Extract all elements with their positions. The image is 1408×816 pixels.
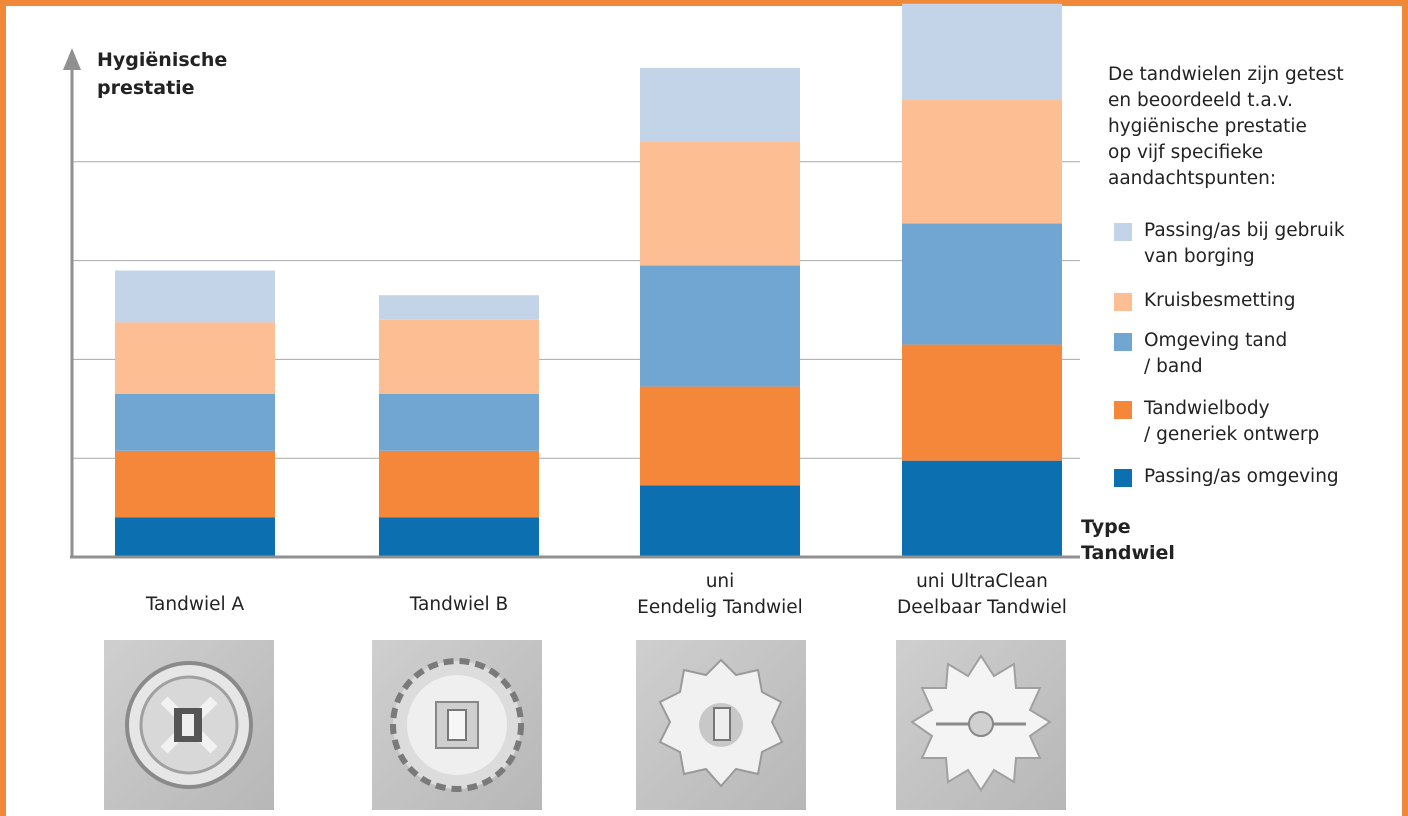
sprocket-image-a — [104, 640, 274, 810]
bar-segment-3-4 — [902, 3, 1062, 101]
bars — [115, 3, 1062, 557]
bar-segment-3-2 — [902, 223, 1062, 345]
bar-segment-2-0 — [640, 485, 800, 557]
sprocket-image-uni-ultraclean — [896, 640, 1066, 810]
bar-segment-0-4 — [115, 270, 275, 323]
legend-swatch-0 — [1114, 469, 1132, 487]
bar-segment-3-3 — [902, 100, 1062, 224]
sprocket-d-icon — [910, 654, 1052, 792]
bar-segment-2-2 — [640, 265, 800, 387]
legend-label-3: Kruisbesmetting — [1144, 290, 1296, 311]
legend-label-1: Tandwielbody / generiek ontwerp — [1144, 398, 1320, 445]
sprocket-c-icon — [658, 658, 784, 788]
bar-segment-1-0 — [379, 517, 539, 557]
category-label-0: Tandwiel A — [145, 594, 245, 615]
bar-segment-0-3 — [115, 322, 275, 394]
bar-segment-0-1 — [115, 450, 275, 518]
y-axis-arrow-icon — [63, 48, 81, 70]
bar-segment-3-1 — [902, 344, 1062, 461]
legend-swatch-2 — [1114, 333, 1132, 351]
category-label-1: Tandwiel B — [409, 594, 509, 615]
x-axis-label: Type Tandwiel — [1081, 516, 1175, 564]
bar-segment-1-4 — [379, 295, 539, 320]
sprocket-b-icon — [390, 658, 524, 792]
legend-swatch-4 — [1114, 223, 1132, 241]
bar-segment-3-0 — [902, 460, 1062, 557]
legend-label-4: Passing/as bij gebruik van borging — [1144, 220, 1345, 267]
bar-segment-2-1 — [640, 386, 800, 486]
legend-swatch-1 — [1114, 401, 1132, 419]
bar-segment-0-2 — [115, 393, 275, 451]
sprocket-a-icon — [125, 661, 253, 789]
category-label-2: uni Eendelig Tandwiel — [637, 571, 803, 618]
intro-text: De tandwielen zijn getest en beoordeeld … — [1108, 64, 1344, 189]
sprocket-image-uni-eendelig — [636, 640, 806, 810]
bar-segment-2-3 — [640, 142, 800, 266]
sprocket-image-b — [372, 640, 542, 810]
legend-label-2: Omgeving tand / band — [1144, 330, 1288, 377]
category-label-3: uni UltraClean Deelbaar Tandwiel — [897, 571, 1067, 618]
y-axis-label: Hygiënische prestatie — [97, 49, 228, 99]
legend-label-0: Passing/as omgeving — [1144, 466, 1339, 487]
bar-segment-1-2 — [379, 393, 539, 451]
bar-segment-2-4 — [640, 67, 800, 143]
bar-segment-0-0 — [115, 517, 275, 557]
axes — [63, 48, 1080, 559]
bar-segment-1-3 — [379, 319, 539, 394]
bar-segment-1-1 — [379, 450, 539, 518]
legend-swatch-3 — [1114, 293, 1132, 311]
